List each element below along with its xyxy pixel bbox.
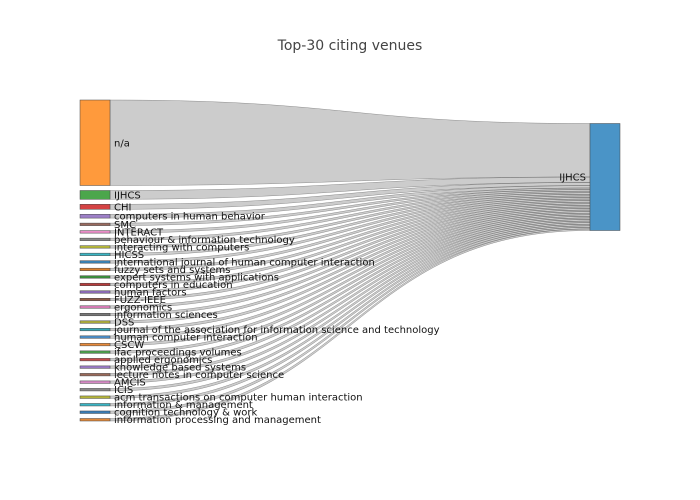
source-label-9: international journal of human computer … (114, 257, 375, 268)
source-node-10 (79, 267, 111, 271)
source-label-11: expert systems with applications (114, 272, 279, 283)
source-label-24: lecture notes in computer science (114, 370, 284, 381)
source-node-30 (79, 418, 111, 422)
target-label: IJHCS (559, 173, 586, 184)
source-label-22: applied ergonomics (114, 355, 212, 366)
source-node-22 (79, 358, 111, 362)
source-label-23: knowledge based systems (114, 363, 246, 374)
source-node-17 (79, 320, 111, 324)
source-node-24 (79, 373, 111, 377)
source-node-21 (79, 350, 111, 354)
source-label-28: information & management (114, 400, 253, 411)
source-node-2 (79, 204, 111, 210)
source-node-5 (79, 230, 111, 234)
source-node-29 (79, 410, 111, 414)
source-label-26: ICIS (114, 385, 133, 396)
source-label-25: AMCIS (114, 378, 146, 389)
source-node-26 (79, 388, 111, 392)
chart-title: Top-30 citing venues (277, 38, 423, 54)
source-label-19: human computer interaction (114, 333, 258, 344)
source-node-0 (79, 99, 111, 186)
source-label-4: SMC (114, 220, 136, 231)
source-label-0: n/a (114, 138, 130, 149)
source-node-9 (79, 260, 111, 264)
source-label-5: INTERACT (114, 227, 164, 238)
source-node-20 (79, 343, 111, 347)
source-node-6 (79, 237, 111, 241)
source-node-15 (79, 305, 111, 309)
source-node-12 (79, 282, 111, 286)
source-label-18: journal of the association for informati… (113, 325, 440, 336)
source-node-7 (79, 245, 111, 249)
source-label-3: computers in human behavior (114, 212, 266, 223)
source-node-3 (79, 214, 111, 219)
source-label-16: information sciences (114, 310, 218, 321)
source-node-19 (79, 335, 111, 339)
target-node (589, 123, 621, 231)
source-node-8 (79, 252, 111, 256)
source-label-13: human factors (114, 287, 187, 298)
source-label-30: information processing and management (114, 415, 321, 426)
link-0 (109, 99, 591, 186)
source-label-12: computers in education (114, 280, 233, 291)
source-node-16 (79, 313, 111, 317)
source-label-6: behaviour & information technology (114, 235, 295, 246)
source-node-25 (79, 380, 111, 384)
source-node-11 (79, 275, 111, 279)
source-label-20: CSCW (114, 340, 144, 351)
links-group (109, 99, 591, 422)
source-node-27 (79, 395, 111, 399)
source-label-10: fuzzy sets and systems (114, 265, 230, 276)
source-node-23 (79, 365, 111, 369)
source-label-1: IJHCS (114, 190, 141, 201)
source-label-14: FUZZ-IEEE (114, 295, 166, 306)
source-label-2: CHI (114, 202, 131, 213)
source-label-29: cognition technology & work (114, 408, 258, 419)
source-label-17: DSS (114, 318, 134, 329)
source-node-28 (79, 403, 111, 407)
source-label-15: ergonomics (114, 303, 172, 314)
source-node-1 (79, 190, 111, 200)
source-node-14 (79, 298, 111, 302)
source-node-13 (79, 290, 111, 294)
source-label-27: acm transactions on computer human inter… (114, 393, 363, 404)
source-label-8: HICSS (114, 250, 144, 261)
source-label-21: ifac proceedings volumes (114, 348, 242, 359)
source-node-4 (79, 222, 111, 226)
source-node-18 (79, 328, 111, 332)
source-label-7: interacting with computers (114, 242, 249, 253)
